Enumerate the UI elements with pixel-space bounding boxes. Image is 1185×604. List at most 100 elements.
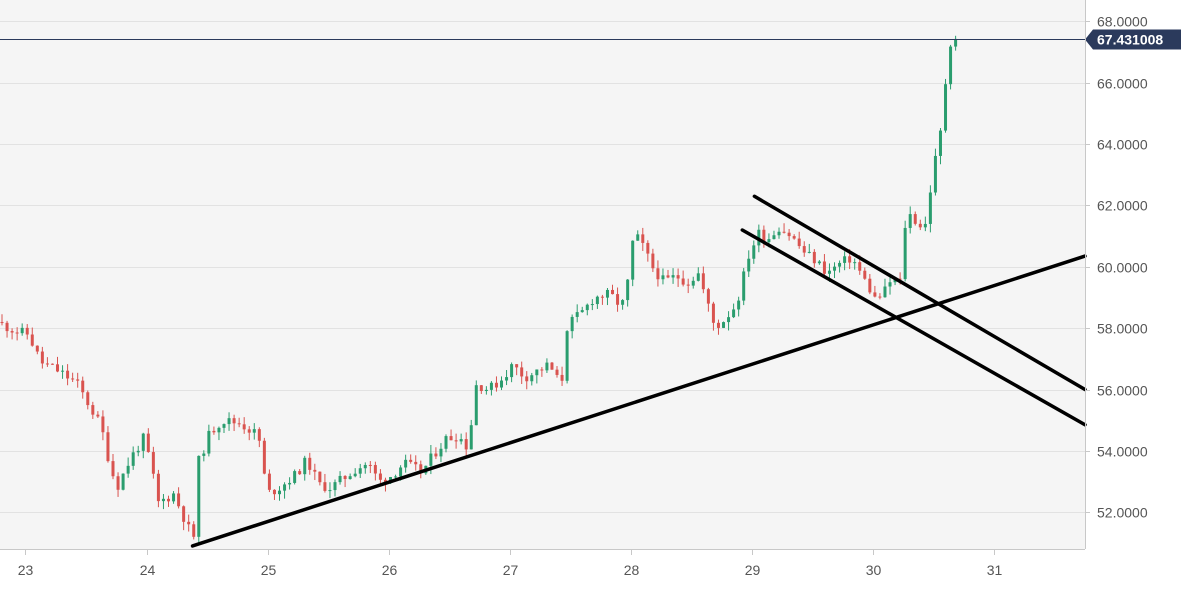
candle	[535, 369, 539, 384]
candle-body	[222, 424, 226, 428]
candle-body	[444, 436, 448, 449]
candle	[676, 268, 680, 287]
candle	[111, 454, 115, 480]
candle-body	[545, 362, 549, 371]
candle-body	[600, 296, 604, 298]
candle-body	[908, 214, 912, 228]
candle	[197, 455, 201, 544]
y-tick-label: 52.0000	[1097, 505, 1148, 521]
candle-body	[898, 278, 902, 280]
candle	[580, 306, 584, 313]
candle	[212, 426, 216, 435]
candle	[555, 366, 559, 378]
candle-body	[555, 369, 559, 375]
candle	[71, 372, 75, 383]
candle-body	[817, 261, 821, 264]
candle	[888, 276, 892, 295]
candle-body	[530, 375, 534, 382]
candle	[247, 426, 251, 441]
candle-body	[368, 464, 372, 466]
candle-body	[439, 448, 443, 457]
candle-body	[35, 345, 39, 352]
candle	[373, 461, 377, 481]
candle-body	[91, 405, 95, 415]
candle-body	[535, 369, 539, 376]
candle	[278, 486, 282, 501]
candle-body	[500, 380, 504, 388]
candle	[954, 35, 958, 51]
candle-body	[101, 416, 105, 433]
candle	[20, 323, 24, 336]
candle	[50, 363, 54, 365]
candle-body	[283, 484, 287, 491]
candle	[732, 303, 736, 319]
candle-body	[580, 310, 584, 313]
candle-body	[489, 382, 493, 390]
candle	[913, 211, 917, 226]
candle-body	[126, 465, 130, 474]
candle	[126, 457, 130, 478]
candle-body	[762, 229, 766, 243]
candle	[101, 410, 105, 441]
candle-body	[590, 304, 594, 306]
candle	[192, 521, 196, 540]
candle	[570, 314, 574, 339]
candle-body	[868, 278, 872, 293]
candle	[772, 230, 776, 240]
candle-body	[136, 450, 140, 453]
candle	[565, 330, 569, 384]
candle-body	[752, 245, 756, 259]
candle-body	[414, 461, 418, 465]
candle	[636, 230, 640, 241]
candle-body	[938, 130, 942, 156]
candle	[308, 452, 312, 475]
trendlines	[190, 194, 1087, 548]
candle	[585, 303, 589, 316]
x-tick-label: 25	[261, 562, 277, 578]
candle-body	[10, 331, 14, 333]
candle	[873, 285, 877, 298]
candle-body	[399, 467, 403, 477]
candle	[298, 469, 302, 475]
candle-body	[237, 423, 241, 425]
candle-body	[257, 429, 261, 441]
candle	[293, 469, 297, 485]
candle	[545, 358, 549, 373]
candle	[323, 473, 327, 493]
candle-body	[232, 418, 236, 424]
candle	[782, 223, 786, 234]
candle-body	[459, 439, 463, 442]
candle	[938, 127, 942, 165]
candle	[641, 227, 645, 251]
candle	[631, 240, 635, 287]
candle	[575, 304, 579, 323]
candle-body	[626, 279, 630, 301]
candle-body	[782, 231, 786, 233]
candle-body	[863, 270, 867, 279]
candle-body	[505, 377, 509, 381]
candle-body	[933, 155, 937, 193]
candle-body	[161, 498, 165, 502]
candle	[520, 361, 524, 384]
y-tick-label: 54.0000	[1097, 444, 1148, 460]
candle	[131, 446, 135, 470]
candle	[590, 299, 594, 311]
candle-body	[949, 46, 953, 85]
candle-body	[81, 380, 85, 393]
candle-body	[348, 476, 352, 480]
candle	[711, 301, 715, 331]
candle	[560, 366, 564, 386]
candle-body	[681, 278, 685, 285]
candle	[419, 460, 423, 479]
candle-body	[858, 262, 862, 271]
candle	[86, 390, 90, 410]
candle-body	[373, 465, 377, 474]
candle	[30, 327, 34, 347]
candle	[404, 454, 408, 473]
current-price-marker: 67.431008	[0, 29, 1181, 50]
candle	[727, 311, 731, 331]
candle-body	[76, 379, 80, 381]
candle-body	[86, 392, 90, 406]
candle	[505, 370, 509, 386]
candle-body	[308, 457, 312, 470]
